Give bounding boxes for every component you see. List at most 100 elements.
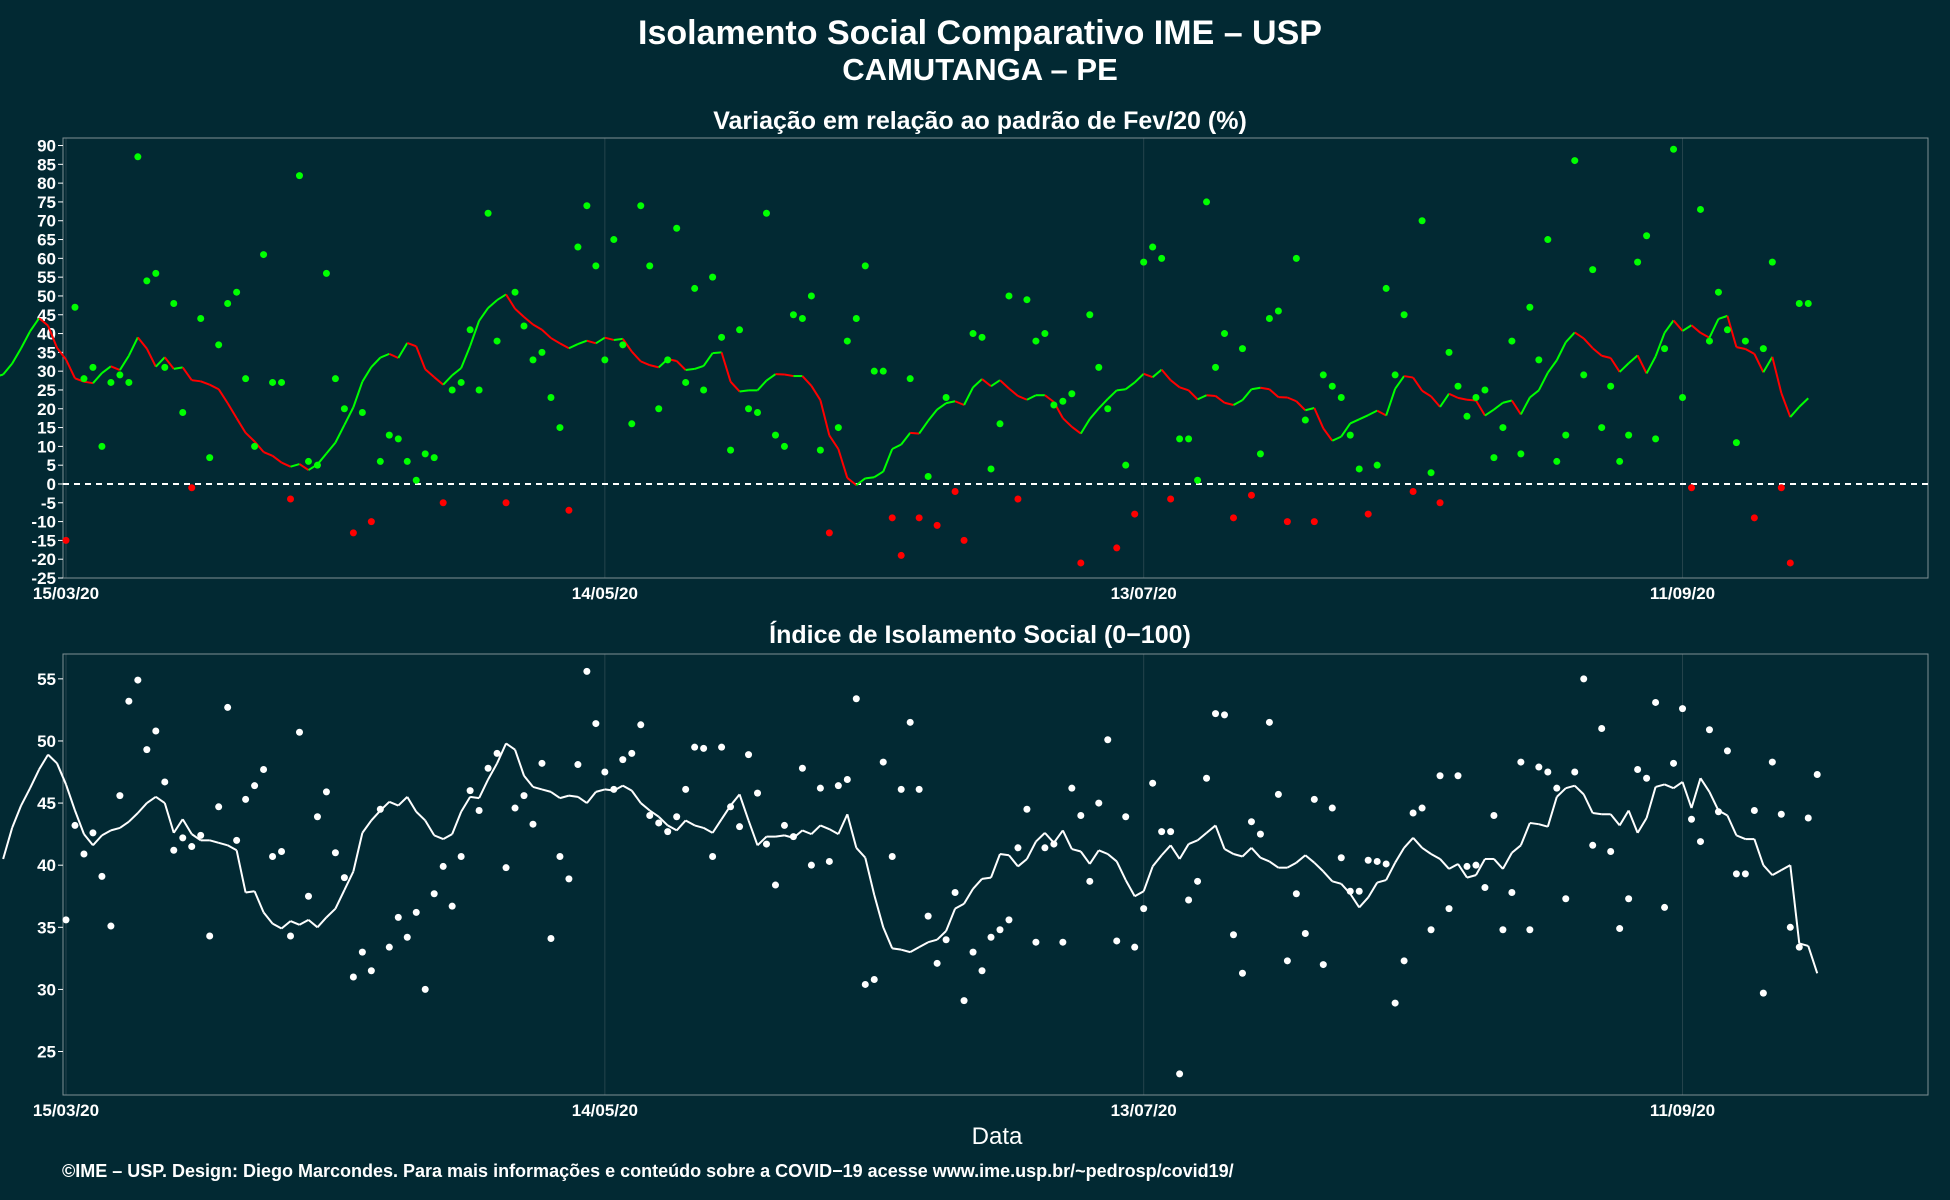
moving-average-segment bbox=[1663, 319, 1675, 334]
daily-point bbox=[529, 820, 537, 828]
moving-average-segment bbox=[299, 918, 309, 926]
moving-average-segment bbox=[649, 809, 660, 818]
daily-point bbox=[682, 785, 690, 793]
daily-point bbox=[718, 333, 726, 341]
daily-point bbox=[322, 788, 330, 796]
moving-average-segment bbox=[119, 355, 130, 371]
moving-average-segment bbox=[181, 366, 193, 381]
moving-average-segment bbox=[460, 345, 472, 369]
moving-average-segment bbox=[272, 922, 283, 930]
daily-point bbox=[906, 375, 914, 383]
daily-point bbox=[1086, 311, 1094, 319]
moving-average-segment bbox=[20, 330, 31, 349]
daily-point bbox=[825, 857, 833, 865]
daily-point bbox=[466, 326, 474, 334]
moving-average-segment bbox=[801, 375, 813, 387]
daily-point bbox=[745, 405, 753, 413]
daily-point bbox=[1553, 784, 1561, 792]
daily-point bbox=[1059, 397, 1067, 405]
daily-point bbox=[1445, 905, 1453, 913]
daily-point bbox=[789, 311, 797, 319]
daily-point bbox=[1131, 510, 1139, 518]
daily-point bbox=[1679, 705, 1687, 713]
moving-average-segment bbox=[1142, 866, 1154, 892]
moving-average-segment bbox=[415, 345, 427, 370]
daily-point bbox=[834, 424, 842, 432]
moving-average-segment bbox=[918, 941, 929, 949]
moving-average-segment bbox=[747, 820, 759, 846]
moving-average-segment bbox=[469, 795, 480, 800]
moving-average-segment bbox=[523, 775, 534, 788]
moving-average-segment bbox=[630, 790, 642, 804]
moving-average-segment bbox=[1645, 786, 1657, 819]
daily-point bbox=[960, 997, 968, 1005]
moving-average-segment bbox=[1026, 394, 1037, 401]
moving-average-segment bbox=[1143, 372, 1154, 379]
moving-average-segment bbox=[1313, 861, 1324, 873]
moving-average-segment bbox=[1089, 407, 1100, 420]
daily-point bbox=[1741, 870, 1749, 878]
daily-point bbox=[852, 315, 860, 323]
moving-average-segment bbox=[334, 889, 346, 910]
moving-average-segment bbox=[1627, 354, 1639, 365]
daily-point bbox=[771, 431, 779, 439]
moving-average-segment bbox=[586, 339, 597, 345]
moving-average-segment bbox=[910, 431, 920, 435]
moving-average-segment bbox=[1799, 942, 1809, 947]
y-tick-label: 35 bbox=[37, 918, 56, 937]
daily-point bbox=[1571, 768, 1579, 776]
daily-point bbox=[1759, 989, 1767, 997]
daily-point bbox=[816, 784, 824, 792]
moving-average-segment bbox=[675, 819, 687, 832]
moving-average-segment bbox=[658, 816, 669, 827]
moving-average-segment bbox=[325, 907, 337, 919]
daily-point bbox=[538, 348, 546, 356]
moving-average-segment bbox=[227, 844, 238, 852]
daily-point bbox=[1014, 844, 1022, 852]
daily-point bbox=[511, 288, 519, 296]
moving-average-segment bbox=[963, 888, 974, 905]
daily-point bbox=[942, 936, 950, 944]
moving-average-segment bbox=[1349, 893, 1361, 908]
x-tick-label: 13/07/20 bbox=[1111, 1101, 1177, 1120]
moving-average-segment bbox=[1493, 858, 1504, 870]
moving-average-segment bbox=[155, 796, 166, 804]
moving-average-segment bbox=[406, 342, 417, 348]
daily-point bbox=[1050, 401, 1058, 409]
daily-point bbox=[798, 764, 806, 772]
daily-point bbox=[358, 948, 366, 956]
y-tick-label: -15 bbox=[31, 531, 56, 550]
daily-point bbox=[403, 933, 411, 941]
daily-point bbox=[412, 908, 420, 916]
moving-average-segment bbox=[271, 454, 283, 464]
daily-point bbox=[1804, 299, 1812, 307]
moving-average-segment bbox=[172, 818, 184, 834]
moving-average-segment bbox=[1726, 815, 1738, 836]
daily-point bbox=[888, 514, 896, 522]
moving-average-segment bbox=[694, 824, 704, 829]
daily-point bbox=[601, 768, 609, 776]
moving-average-segment bbox=[1690, 777, 1702, 809]
daily-point bbox=[1158, 828, 1166, 836]
x-axis-label: Data bbox=[972, 1123, 1023, 1150]
daily-point bbox=[1795, 943, 1803, 951]
daily-point bbox=[1113, 544, 1121, 552]
moving-average-segment bbox=[865, 476, 875, 480]
daily-point bbox=[1741, 337, 1749, 345]
daily-point bbox=[700, 744, 708, 752]
moving-average-segment bbox=[837, 448, 849, 479]
moving-average-segment bbox=[1547, 359, 1558, 374]
moving-average-segment bbox=[1798, 397, 1809, 408]
daily-point bbox=[1221, 330, 1229, 338]
daily-point bbox=[1346, 887, 1354, 895]
moving-average-segment bbox=[1403, 837, 1414, 849]
moving-average-segment bbox=[1421, 846, 1432, 855]
moving-average-segment bbox=[191, 379, 201, 383]
daily-point bbox=[1149, 779, 1157, 787]
moving-average-segment bbox=[478, 307, 489, 322]
moving-average-segment bbox=[1214, 395, 1226, 404]
daily-point bbox=[1804, 814, 1812, 822]
moving-average-segment bbox=[1304, 854, 1315, 864]
daily-point bbox=[1229, 931, 1237, 939]
moving-average-segment bbox=[163, 356, 175, 370]
